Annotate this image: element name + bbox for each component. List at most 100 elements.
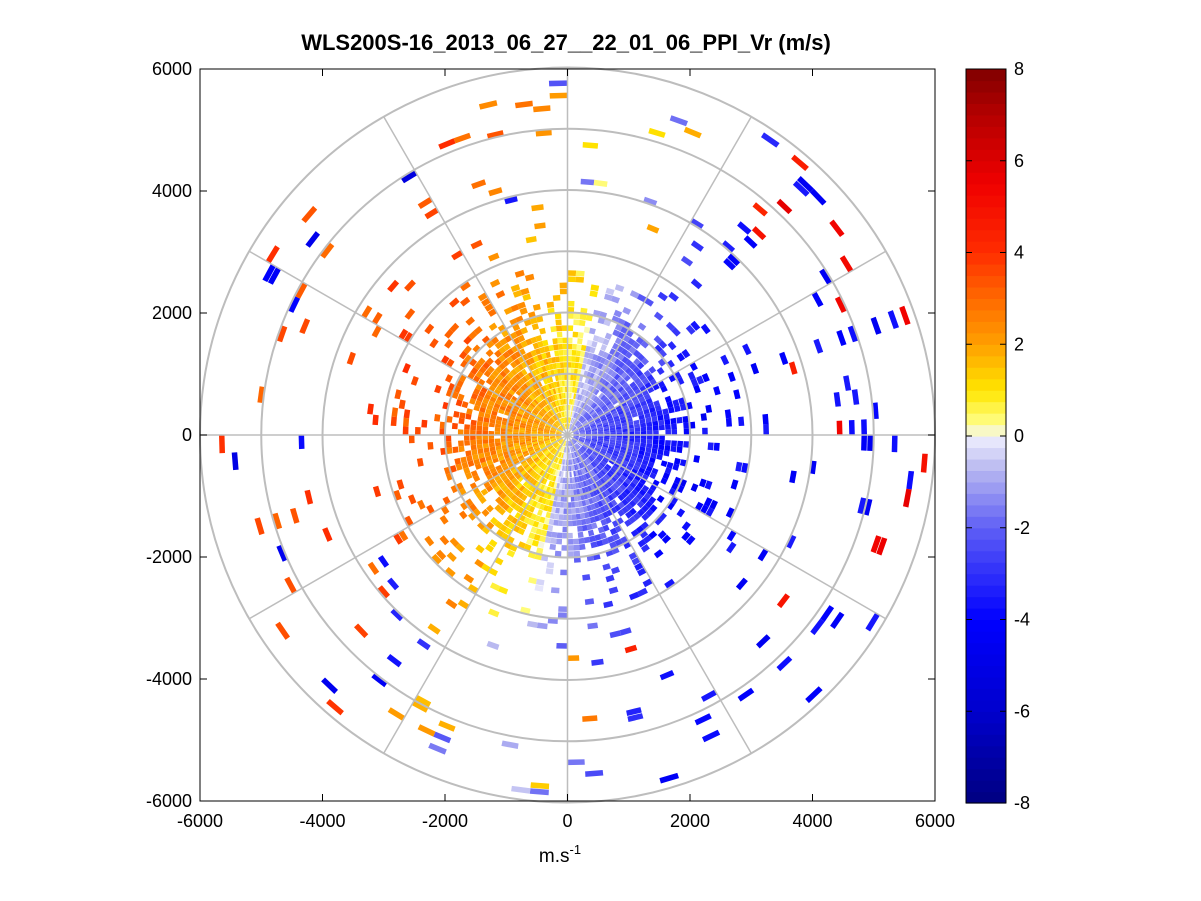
velocity-cell (472, 508, 481, 517)
velocity-cell (548, 383, 553, 390)
velocity-cell (609, 485, 617, 492)
velocity-cell (700, 504, 709, 515)
velocity-cell (861, 419, 867, 435)
velocity-cell (544, 427, 550, 431)
velocity-cell (436, 549, 447, 561)
velocity-cell (531, 500, 538, 508)
velocity-cell (543, 457, 549, 464)
velocity-cell (648, 496, 657, 504)
velocity-cell (609, 441, 616, 446)
velocity-cell (531, 323, 539, 331)
velocity-cell (565, 453, 567, 459)
velocity-cell (564, 405, 567, 411)
velocity-cell (599, 451, 606, 457)
velocity-cell (513, 440, 520, 444)
velocity-cell (903, 488, 912, 508)
velocity-cell (591, 453, 597, 458)
velocity-cell (532, 520, 540, 528)
velocity-cell (612, 482, 619, 490)
velocity-cell (645, 465, 653, 473)
velocity-cell (579, 435, 586, 437)
velocity-cell (593, 405, 599, 411)
velocity-cell (600, 364, 607, 372)
velocity-cell (632, 496, 640, 504)
colorbar-tick-label: 8 (1014, 59, 1024, 79)
velocity-cell (438, 138, 456, 150)
velocity-cell (498, 455, 505, 462)
velocity-cell (585, 405, 591, 412)
velocity-cell (679, 459, 687, 467)
velocity-cell (465, 316, 475, 326)
velocity-cell (636, 406, 643, 413)
velocity-cell (587, 478, 593, 485)
velocity-cell (621, 440, 628, 445)
velocity-cell (577, 381, 582, 388)
velocity-cell (634, 423, 640, 428)
velocity-cell (560, 495, 565, 502)
velocity-cell (559, 288, 568, 295)
velocity-cell (502, 359, 510, 367)
velocity-cell (444, 339, 454, 349)
velocity-cell (637, 508, 645, 517)
velocity-cell (579, 375, 584, 382)
velocity-cell (757, 548, 769, 562)
velocity-cell (562, 386, 566, 393)
colorbar-cell (966, 390, 1006, 403)
velocity-cell (570, 465, 574, 471)
velocity-cell (607, 494, 614, 502)
velocity-cell (585, 450, 591, 456)
velocity-cell (613, 450, 620, 455)
velocity-cell (459, 412, 466, 419)
velocity-cell (579, 313, 587, 321)
velocity-cell (468, 503, 478, 512)
velocity-cell (465, 472, 473, 480)
velocity-cell (556, 331, 563, 338)
velocity-cell (568, 441, 570, 447)
velocity-cell (580, 350, 586, 358)
velocity-cell (549, 543, 556, 551)
velocity-cell (474, 400, 482, 407)
velocity-cell (596, 473, 602, 480)
velocity-cell (495, 496, 503, 504)
velocity-cell (486, 504, 494, 513)
velocity-cell (518, 407, 526, 413)
velocity-cell (524, 273, 535, 282)
velocity-cell (488, 400, 495, 407)
velocity-cell (537, 413, 543, 419)
velocity-cell (534, 348, 541, 355)
velocity-cell (591, 440, 597, 443)
velocity-cell (574, 387, 578, 394)
velocity-cell (830, 611, 845, 629)
velocity-cell (599, 385, 606, 393)
velocity-cell (519, 427, 526, 431)
colorbar-cell (966, 470, 1006, 483)
velocity-cell (467, 460, 475, 467)
velocity-cell (542, 523, 549, 531)
velocity-cell (630, 529, 640, 538)
velocity-cell (638, 467, 646, 474)
velocity-cell (445, 435, 452, 442)
velocity-cell (523, 400, 530, 407)
velocity-cell (544, 414, 550, 420)
velocity-cell (537, 438, 544, 442)
velocity-cell (649, 406, 656, 413)
velocity-cell (458, 445, 465, 453)
velocity-cell (526, 351, 533, 359)
velocity-cell (643, 369, 652, 378)
velocity-cell (549, 435, 556, 437)
velocity-cell (485, 455, 492, 462)
velocity-cell (531, 370, 537, 377)
velocity-cell (559, 502, 564, 508)
velocity-cell (690, 320, 701, 331)
velocity-cell (667, 341, 677, 351)
velocity-cell (484, 469, 492, 477)
velocity-cell (820, 605, 835, 622)
velocity-cell (548, 410, 554, 416)
velocity-cell (488, 422, 495, 428)
velocity-cell (536, 459, 542, 465)
velocity-cell (563, 411, 566, 417)
velocity-cell (426, 504, 435, 515)
velocity-cell (573, 435, 580, 437)
velocity-cell (521, 376, 528, 383)
velocity-cell (580, 494, 585, 501)
